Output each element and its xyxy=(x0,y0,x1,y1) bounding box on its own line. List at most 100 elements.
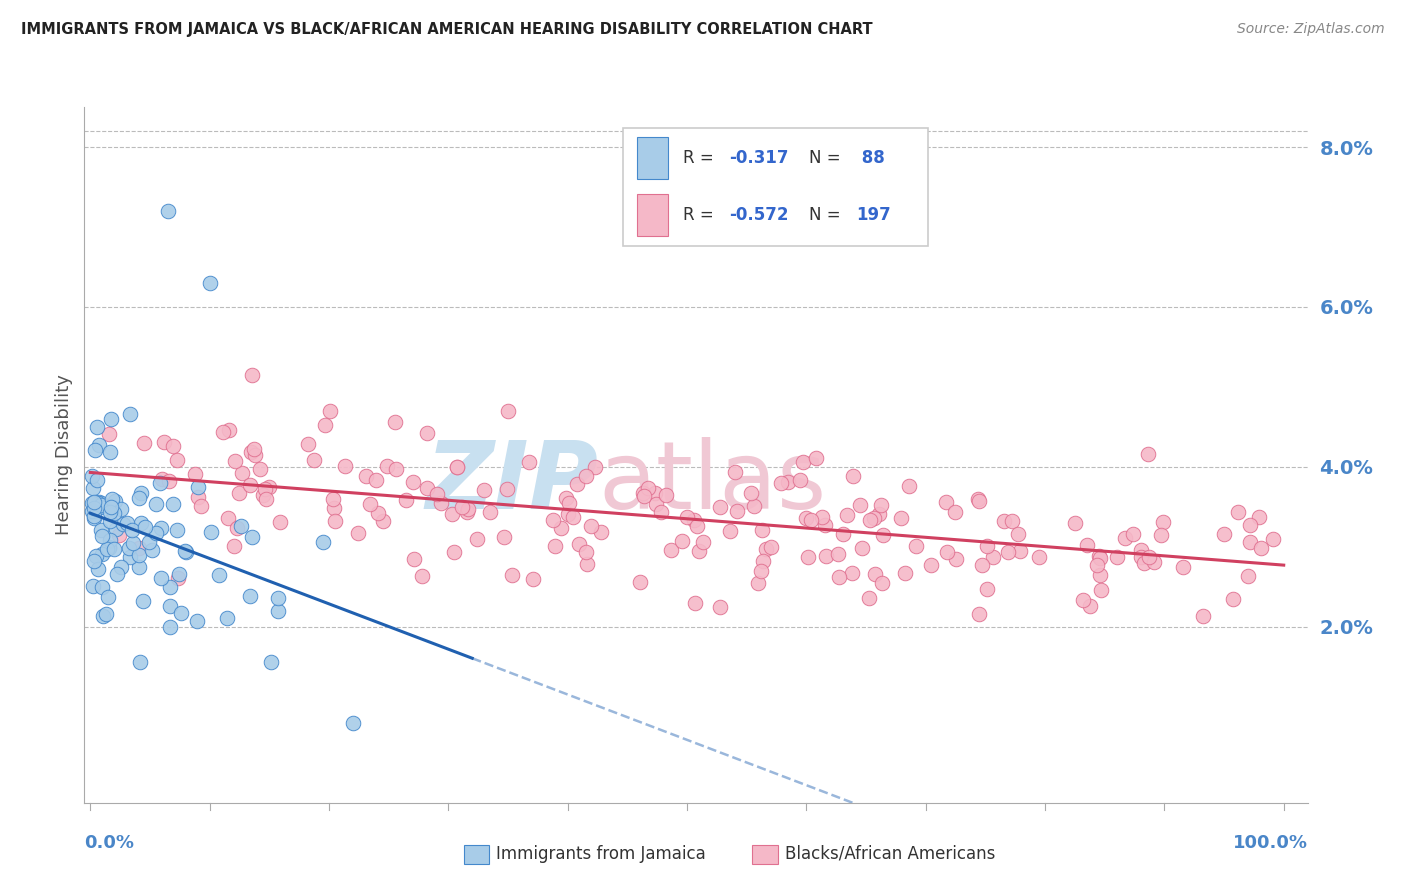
Point xyxy=(128,560,150,574)
Point xyxy=(128,491,150,506)
Point xyxy=(740,485,762,500)
Point xyxy=(676,510,699,524)
Point xyxy=(97,541,120,556)
Point xyxy=(541,513,564,527)
Point xyxy=(1133,556,1156,570)
Point xyxy=(373,515,395,529)
Point xyxy=(645,497,668,511)
Point xyxy=(851,541,873,555)
Point xyxy=(778,475,800,490)
Point xyxy=(354,469,377,483)
Point xyxy=(90,495,112,509)
Point xyxy=(97,590,120,604)
Point xyxy=(1137,550,1160,565)
Bar xyxy=(637,194,668,235)
Point xyxy=(683,596,706,610)
Point xyxy=(243,449,266,463)
Point xyxy=(318,404,340,418)
Point xyxy=(86,420,108,434)
Point xyxy=(863,567,886,582)
Point xyxy=(166,523,188,537)
Point xyxy=(89,438,111,452)
Point xyxy=(749,564,772,578)
Point xyxy=(1239,517,1261,532)
Text: 88: 88 xyxy=(856,149,884,167)
Point xyxy=(190,499,212,513)
Point xyxy=(411,569,433,583)
Point xyxy=(97,427,120,442)
Point xyxy=(167,571,190,585)
Point xyxy=(997,545,1019,559)
Point xyxy=(1028,549,1050,564)
Point xyxy=(110,502,132,516)
Point xyxy=(335,459,357,474)
Point xyxy=(441,507,464,521)
Point xyxy=(496,482,519,496)
Point xyxy=(364,473,387,487)
Point xyxy=(120,550,142,565)
Point xyxy=(98,445,121,459)
Point xyxy=(981,549,1004,564)
Point xyxy=(894,566,917,580)
Point xyxy=(84,549,107,563)
Point xyxy=(239,589,262,603)
Text: -0.317: -0.317 xyxy=(728,149,789,167)
Point xyxy=(568,536,591,550)
Point xyxy=(134,436,156,450)
Point xyxy=(129,486,152,500)
Point xyxy=(267,591,290,606)
Point xyxy=(128,655,150,669)
Point xyxy=(709,500,731,515)
Point xyxy=(98,533,121,547)
Point xyxy=(82,496,104,510)
Point xyxy=(249,462,271,476)
Point xyxy=(583,459,606,474)
Point xyxy=(555,491,578,506)
Point xyxy=(104,522,127,536)
Point xyxy=(426,487,449,501)
Point xyxy=(849,498,872,512)
Point xyxy=(671,533,693,548)
Point xyxy=(208,567,231,582)
FancyBboxPatch shape xyxy=(623,128,928,246)
Point xyxy=(859,513,882,527)
Text: 0.0%: 0.0% xyxy=(84,834,135,852)
Point xyxy=(872,528,894,542)
Point xyxy=(228,486,250,500)
Point xyxy=(257,480,280,494)
Point xyxy=(367,506,389,520)
Point xyxy=(346,526,368,541)
Point xyxy=(1150,528,1173,542)
Point xyxy=(797,549,820,564)
Point xyxy=(128,541,150,556)
Point xyxy=(682,513,704,527)
Point xyxy=(870,576,893,591)
Point xyxy=(1136,447,1159,461)
Point xyxy=(217,511,239,525)
Point xyxy=(156,204,179,219)
Point xyxy=(814,517,837,532)
Text: 197: 197 xyxy=(856,206,891,224)
Point xyxy=(121,523,143,537)
Point xyxy=(579,518,602,533)
Point xyxy=(501,568,523,582)
Point xyxy=(314,418,336,433)
Point xyxy=(589,524,612,539)
Point xyxy=(800,513,823,527)
Text: Immigrants from Jamaica: Immigrants from Jamaica xyxy=(496,845,706,863)
Point xyxy=(83,511,105,525)
Point xyxy=(863,511,886,525)
Point xyxy=(254,491,277,506)
Point xyxy=(976,539,998,553)
Point xyxy=(828,570,851,584)
Point xyxy=(835,508,858,522)
Point xyxy=(747,576,769,591)
Point xyxy=(751,523,773,537)
Point xyxy=(82,579,104,593)
Point xyxy=(898,479,921,493)
Point xyxy=(149,475,172,490)
Point xyxy=(187,480,209,494)
Text: ZIP: ZIP xyxy=(425,437,598,529)
Point xyxy=(224,454,246,468)
Point xyxy=(89,500,111,514)
